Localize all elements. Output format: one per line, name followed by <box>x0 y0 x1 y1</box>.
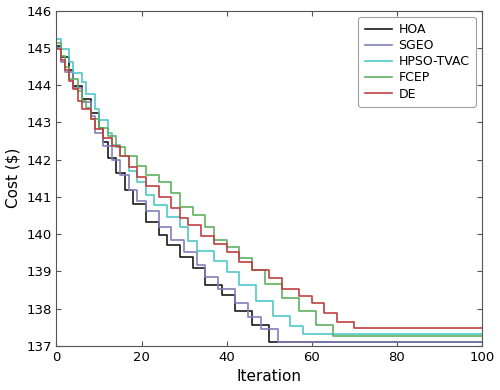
HPSO-TVAC <box>54 36 60 41</box>
DE <box>479 326 485 330</box>
X-axis label: Iteration: Iteration <box>236 369 302 385</box>
FCEP <box>54 41 60 46</box>
FCEP <box>249 268 255 273</box>
SGEO <box>83 99 89 104</box>
HPSO-TVAC <box>160 203 166 208</box>
HOA <box>160 232 166 237</box>
SGEO <box>376 339 382 344</box>
HPSO-TVAC <box>376 332 382 337</box>
FCEP <box>160 180 166 184</box>
Line: SGEO: SGEO <box>56 48 482 342</box>
DE <box>54 46 60 51</box>
FCEP <box>83 106 89 110</box>
HOA <box>313 340 319 345</box>
SGEO <box>274 339 280 344</box>
HPSO-TVAC <box>83 92 89 96</box>
FCEP <box>376 333 382 338</box>
Line: DE: DE <box>56 49 482 328</box>
SGEO <box>479 339 485 344</box>
FCEP <box>356 333 362 338</box>
DE <box>83 107 89 112</box>
HPSO-TVAC <box>356 332 362 337</box>
HPSO-TVAC <box>479 332 485 337</box>
SGEO <box>356 339 362 344</box>
HPSO-TVAC <box>308 332 314 337</box>
Line: HPSO-TVAC: HPSO-TVAC <box>56 39 482 334</box>
HPSO-TVAC <box>249 283 255 288</box>
HOA <box>266 340 272 345</box>
SGEO <box>313 339 319 344</box>
HOA <box>376 340 382 345</box>
DE <box>249 268 255 273</box>
HOA <box>479 340 485 345</box>
FCEP <box>330 333 336 338</box>
Y-axis label: Cost ($): Cost ($) <box>6 148 20 209</box>
SGEO <box>160 224 166 229</box>
HPSO-TVAC <box>317 332 323 337</box>
SGEO <box>249 315 255 319</box>
DE <box>356 326 362 330</box>
DE <box>308 301 314 305</box>
FCEP <box>479 333 485 338</box>
FCEP <box>308 308 314 313</box>
DE <box>160 195 166 200</box>
HOA <box>54 44 60 48</box>
HOA <box>356 340 362 345</box>
Line: HOA: HOA <box>56 46 482 342</box>
DE <box>351 326 357 330</box>
DE <box>376 326 382 330</box>
SGEO <box>54 46 60 50</box>
Line: FCEP: FCEP <box>56 43 482 335</box>
HOA <box>249 323 255 328</box>
HOA <box>83 97 89 101</box>
Legend: HOA, SGEO, HPSO-TVAC, FCEP, DE: HOA, SGEO, HPSO-TVAC, FCEP, DE <box>358 17 476 107</box>
